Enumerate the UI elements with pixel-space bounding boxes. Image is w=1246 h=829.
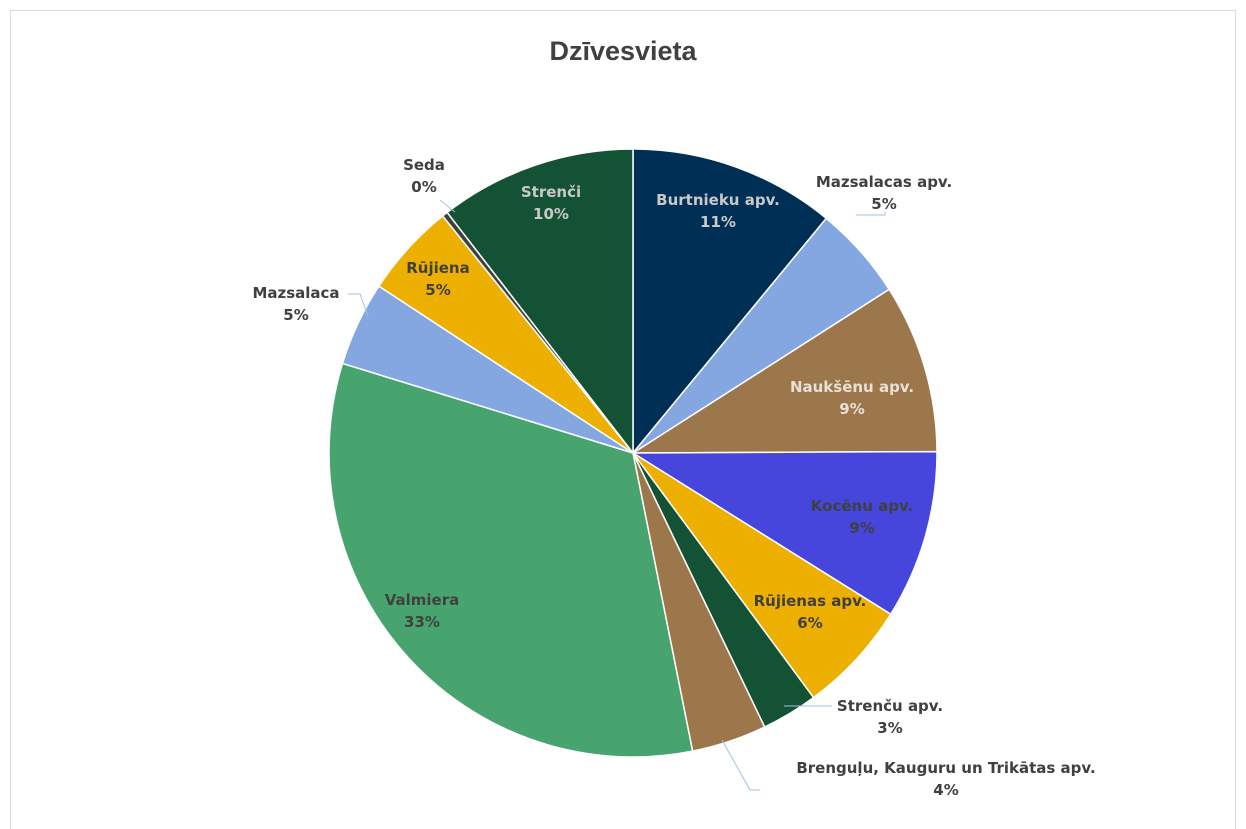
- data-label-seda: Seda 0%: [403, 156, 445, 196]
- data-label-burtnieku-apv: Burtnieku apv. 11%: [656, 191, 780, 231]
- data-label-rujienas-apv: Rūjienas apv. 6%: [754, 592, 867, 632]
- data-label-strencu-apv: Strenču apv. 3%: [837, 697, 943, 737]
- pie-slice-burtnieku-apv: [632, 148, 828, 456]
- leader-line-seda: [439, 199, 456, 213]
- leader-line-mazsalaca: [348, 293, 369, 317]
- data-label-brengulu-kauguru-un-trikatas-apv: Brenguļu, Kauguru un Trikātas apv. 4%: [796, 759, 1095, 799]
- data-label-kocenu-apv: Kocēnu apv. 9%: [811, 497, 913, 537]
- data-label-strenci: Strenči 10%: [521, 183, 581, 223]
- pie-slice-kocenu-apv: [630, 450, 938, 616]
- data-label-rujiena: Rūjiena 5%: [406, 259, 470, 299]
- data-label-mazsalacas-apv: Mazsalacas apv. 5%: [816, 173, 952, 213]
- leader-line-brengulu-kauguru-un-trikatas-apv: [721, 739, 760, 791]
- pie-slice-strenci: [446, 148, 634, 456]
- leader-line-mazsalacas-apv: [856, 212, 886, 216]
- data-label-nauksenu-apv: Naukšēnu apv. 9%: [790, 378, 914, 418]
- pie-slice-nauksenu-apv: [630, 288, 938, 454]
- chart-title: Dzīvesvieta: [549, 36, 697, 66]
- data-label-mazsalaca: Mazsalaca 5%: [252, 284, 339, 324]
- data-label-valmiera: Valmiera 33%: [385, 591, 460, 631]
- pie-slice-valmiera: [328, 362, 694, 758]
